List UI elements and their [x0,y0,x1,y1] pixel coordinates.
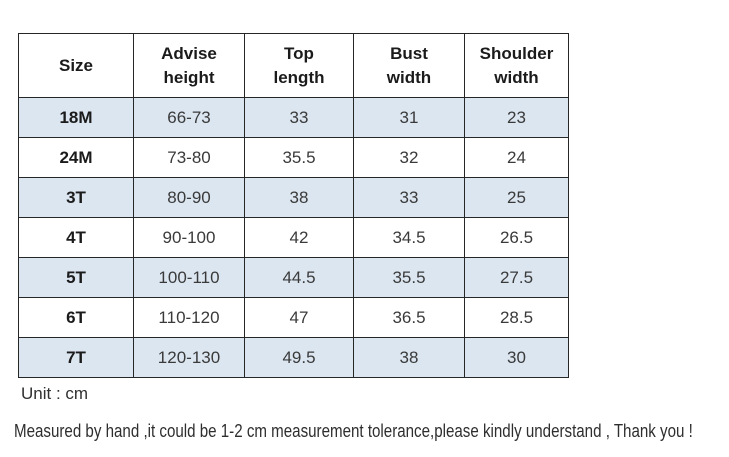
table-row-3t: 3T 80-90 38 33 25 [18,177,569,218]
shoulder-width-cell: 27.5 [464,257,569,298]
header-line: height [163,67,215,87]
column-header-shoulder-width: Shoulder width [464,33,569,98]
column-header-top-length: Top length [244,33,354,98]
advise-height-cell: 73-80 [133,137,245,178]
shoulder-width-cell: 23 [464,97,569,138]
measurement-tolerance-note: Measured by hand ,it could be 1-2 cm mea… [14,421,693,441]
unit-label: Unit : cm [21,384,89,403]
header-line: width [494,67,539,87]
table-row-6t: 6T 110-120 47 36.5 28.5 [18,297,569,338]
bust-width-cell: 34.5 [353,217,465,258]
header-line: width [386,67,432,87]
header-row: Size Advise height Top length Bust width… [18,33,569,98]
top-length-cell: 38 [244,177,354,218]
bust-width-cell: 35.5 [353,257,465,298]
top-length-cell: 47 [244,297,354,338]
size-cell: 4T [18,217,134,258]
header-line: Size [58,55,94,75]
bust-width-cell: 31 [353,97,465,138]
table-row-5t: 5T 100-110 44.5 35.5 27.5 [18,257,569,298]
top-length-cell: 44.5 [244,257,354,298]
column-header-advise-height: Advise height [133,33,245,98]
size-cell: 7T [18,337,134,378]
advise-height-cell: 80-90 [133,177,245,218]
size-cell: 3T [18,177,134,218]
top-length-cell: 33 [244,97,354,138]
shoulder-width-cell: 24 [464,137,569,178]
top-length-cell: 35.5 [244,137,354,178]
advise-height-cell: 66-73 [133,97,245,138]
header-line: Top [284,44,314,64]
advise-height-cell: 110-120 [133,297,245,338]
top-length-cell: 49.5 [244,337,354,378]
top-length-cell: 42 [244,217,354,258]
size-cell: 18M [18,97,134,138]
bust-width-cell: 33 [353,177,465,218]
shoulder-width-cell: 28.5 [464,297,569,338]
table-row-4t: 4T 90-100 42 34.5 26.5 [18,217,569,258]
shoulder-width-cell: 26.5 [464,217,569,258]
size-chart-table: Size Advise height Top length Bust width… [18,33,569,378]
size-cell: 5T [18,257,134,298]
shoulder-width-cell: 25 [464,177,569,218]
column-header-bust-width: Bust width [353,33,465,98]
table-row-7t: 7T 120-130 49.5 38 30 [18,337,569,378]
advise-height-cell: 120-130 [133,337,245,378]
column-header-size: Size [18,33,134,98]
header-line: Advise [161,44,217,64]
header-line: Bust [390,44,428,64]
bust-width-cell: 32 [353,137,465,178]
advise-height-cell: 90-100 [133,217,245,258]
table-row-18m: 18M 66-73 33 31 23 [18,97,569,138]
shoulder-width-cell: 30 [464,337,569,378]
bust-width-cell: 36.5 [353,297,465,338]
header-line: length [273,67,325,87]
table-row-24m: 24M 73-80 35.5 32 24 [18,137,569,178]
size-cell: 24M [18,137,134,178]
advise-height-cell: 100-110 [133,257,245,298]
bust-width-cell: 38 [353,337,465,378]
header-line: Shoulder [479,44,554,64]
size-cell: 6T [18,297,134,338]
